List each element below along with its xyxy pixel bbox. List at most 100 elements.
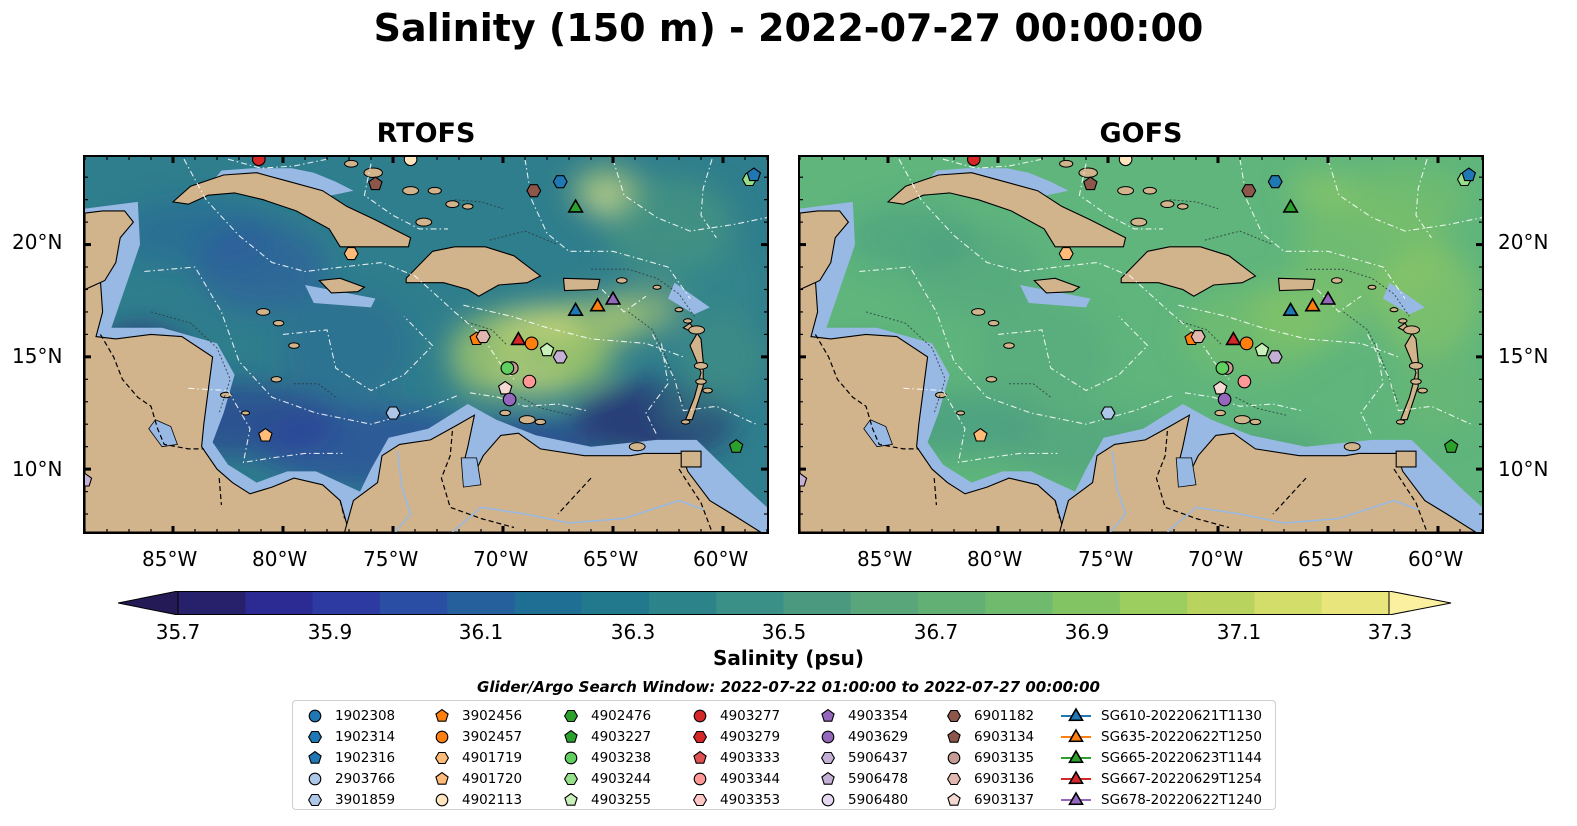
legend-label: 4903277 xyxy=(720,707,781,724)
country-border xyxy=(1272,477,1307,515)
legend-item: 1902314 xyxy=(305,726,395,747)
observation-3901859 xyxy=(385,406,401,420)
legend-symbol xyxy=(564,792,578,806)
island xyxy=(241,410,251,416)
island xyxy=(272,319,285,327)
panel-title-rtofs: RTOFS xyxy=(376,118,476,149)
legend-marker-pentagon-icon xyxy=(308,750,322,764)
legend-label: SG667-20220629T1254 xyxy=(1101,770,1262,787)
depth-contour xyxy=(1009,383,1052,398)
island xyxy=(499,409,511,417)
legend-symbol xyxy=(947,792,961,806)
legend-label: SG610-20220621T1130 xyxy=(1101,707,1262,724)
observation-4901720 xyxy=(973,427,988,442)
depth-contour xyxy=(150,311,231,414)
colorbar-tick: 35.9 xyxy=(307,620,353,644)
salinity-eddy xyxy=(976,300,1108,413)
depth-contour xyxy=(1306,268,1410,317)
legend-column: 4903354 4903629 5906437 5906478 5906480 xyxy=(818,705,908,810)
legend-symbol xyxy=(692,793,708,806)
legend-label: 6903134 xyxy=(974,728,1035,745)
salinity-eddy xyxy=(1339,163,1471,236)
legend-symbol xyxy=(821,771,835,785)
legend-marker-circle-icon xyxy=(564,751,578,764)
island xyxy=(695,378,707,385)
island xyxy=(702,387,713,394)
legend-triangle xyxy=(1068,706,1084,721)
land-puertorico xyxy=(1277,277,1316,292)
country-border xyxy=(1393,468,1428,532)
x-tick-75w-left: 75°W xyxy=(363,547,419,571)
island xyxy=(427,186,442,195)
island xyxy=(1408,361,1424,370)
legend-symbol xyxy=(821,708,835,722)
island xyxy=(270,376,283,383)
island xyxy=(1403,325,1421,335)
island xyxy=(462,203,474,210)
land-jamaica xyxy=(1033,277,1081,294)
y-tick-15n-left: 15°N xyxy=(12,344,63,368)
observation-4901719 xyxy=(1058,247,1074,261)
shelf-area xyxy=(85,201,767,532)
eez-boundary xyxy=(652,334,757,425)
legend-label: SG635-20220622T1250 xyxy=(1101,728,1262,745)
search-window-text: Glider/Argo Search Window: 2022-07-22 01… xyxy=(477,678,1100,696)
legend-label: 6903135 xyxy=(974,749,1035,766)
island xyxy=(534,418,547,426)
legend-symbol xyxy=(435,771,449,785)
legend-marker-hexagon-icon xyxy=(307,730,323,743)
legend-label: 4903279 xyxy=(720,728,781,745)
depth-contour xyxy=(591,268,695,317)
legend-marker-pentagon-icon xyxy=(564,729,578,743)
island xyxy=(1249,418,1262,426)
legend-symbol xyxy=(947,751,961,764)
legend-label: 4903353 xyxy=(720,791,781,808)
salinity-map-gofs[interactable] xyxy=(800,157,1482,532)
legend-item: 5906437 xyxy=(818,747,908,768)
legend-triangle xyxy=(1068,748,1084,763)
observation-4903277 xyxy=(251,157,266,167)
legend-marker-circle-icon xyxy=(693,709,707,722)
land-hispaniola xyxy=(1120,246,1257,297)
observation-6903134 xyxy=(368,176,383,191)
island xyxy=(1410,378,1422,385)
observation-SG610-20220621T1130 xyxy=(567,301,584,316)
eez-boundary xyxy=(859,266,1175,425)
eez-boundary xyxy=(524,159,691,299)
legend-item: SG667-20220629T1254 xyxy=(1061,768,1262,789)
legend-item: 6903136 xyxy=(944,768,1034,789)
legend-item: 4903353 xyxy=(690,789,780,810)
legend-symbol xyxy=(308,709,322,722)
legend-label: 1902308 xyxy=(335,707,396,724)
legend-marker-circle-icon xyxy=(435,730,449,743)
legend-label: 4903227 xyxy=(591,728,652,745)
island xyxy=(344,159,359,168)
salinity-eddy xyxy=(1288,170,1355,211)
river xyxy=(394,451,412,532)
colorbar-tick: 37.3 xyxy=(1367,620,1413,644)
island xyxy=(693,361,709,370)
country-border xyxy=(678,468,713,532)
x-tick-65w-left: 65°W xyxy=(583,547,639,571)
legend-label: 4901719 xyxy=(462,749,523,766)
map-panel-rtofs[interactable] xyxy=(83,155,769,534)
shelf-area xyxy=(800,201,1482,532)
island xyxy=(1142,186,1157,195)
island xyxy=(363,167,383,178)
salinity-map-rtofs[interactable] xyxy=(85,157,767,532)
legend-marker-triangle-icon xyxy=(1061,769,1091,784)
legend-column: 4903277 4903279 4903333 4903344 4903353 xyxy=(690,705,780,810)
legend-item: 4903238 xyxy=(561,747,651,768)
legend-item: 4903277 xyxy=(690,705,780,726)
observation-SG635-20220622T1250 xyxy=(1304,297,1321,312)
legend-triangle xyxy=(1068,769,1084,784)
legend-item: 6903135 xyxy=(944,747,1034,768)
map-panel-gofs[interactable] xyxy=(798,155,1484,534)
island xyxy=(956,410,966,416)
legend-symbol xyxy=(946,709,962,722)
observation-4902113 xyxy=(403,157,418,167)
legend-item: 1902308 xyxy=(305,705,395,726)
observation-1902316 xyxy=(746,167,762,182)
colorbar-frame xyxy=(177,591,1390,615)
x-tick-65w-right: 65°W xyxy=(1298,547,1354,571)
